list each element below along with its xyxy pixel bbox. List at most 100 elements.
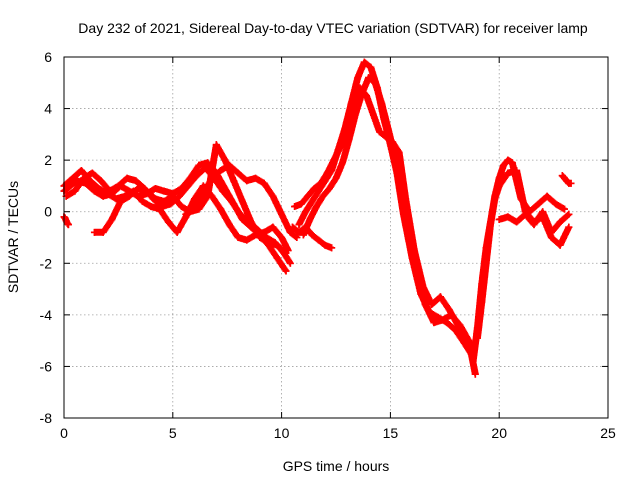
data-point bbox=[260, 228, 268, 236]
data-point bbox=[521, 210, 529, 218]
y-tick-labels: -8 -6 -4 -2 0 2 4 6 bbox=[40, 49, 53, 426]
series-track-g bbox=[299, 74, 479, 378]
data-point bbox=[201, 164, 209, 172]
data-point bbox=[160, 197, 168, 205]
data-point bbox=[204, 192, 212, 200]
data-point bbox=[147, 203, 155, 211]
plot-frame bbox=[63, 56, 609, 419]
data-point bbox=[336, 143, 344, 151]
data-point bbox=[308, 197, 316, 205]
data-point bbox=[167, 200, 175, 208]
y-tick-label: -6 bbox=[40, 358, 53, 374]
grid bbox=[64, 57, 608, 418]
series-track-d bbox=[90, 141, 290, 257]
data-point bbox=[389, 138, 397, 146]
data-point bbox=[402, 195, 410, 203]
data-point bbox=[339, 159, 347, 167]
data-point bbox=[88, 169, 96, 177]
data-point bbox=[151, 195, 159, 203]
data-point bbox=[90, 228, 98, 236]
data-point bbox=[195, 205, 203, 213]
data-point bbox=[367, 63, 375, 71]
x-axis-label: GPS time / hours bbox=[283, 458, 390, 474]
series-track-e bbox=[182, 161, 301, 241]
data-point bbox=[384, 125, 392, 133]
data-point bbox=[199, 190, 207, 198]
data-point bbox=[160, 187, 168, 195]
data-point bbox=[491, 195, 499, 203]
data-point bbox=[269, 192, 277, 200]
data-point bbox=[306, 215, 314, 223]
data-point bbox=[112, 195, 120, 203]
data-point bbox=[378, 99, 386, 107]
data-point bbox=[295, 228, 303, 236]
data-point bbox=[256, 234, 264, 241]
data-point bbox=[265, 239, 273, 247]
data-point bbox=[278, 234, 286, 241]
data-point bbox=[193, 172, 201, 180]
data-point bbox=[421, 301, 429, 309]
data-point bbox=[365, 74, 373, 82]
series-track-n bbox=[60, 213, 72, 229]
data-point bbox=[469, 357, 477, 365]
data-point bbox=[395, 148, 403, 156]
data-point bbox=[95, 185, 103, 193]
data-point bbox=[299, 231, 307, 239]
data-point bbox=[208, 174, 216, 182]
data-point bbox=[143, 187, 151, 195]
data-point bbox=[482, 259, 490, 267]
data-point bbox=[138, 197, 146, 205]
marker-trail bbox=[291, 84, 471, 350]
data-point bbox=[164, 218, 172, 226]
data-point bbox=[182, 210, 190, 218]
data-point bbox=[371, 79, 379, 87]
data-point bbox=[238, 197, 246, 205]
data-point bbox=[319, 192, 327, 200]
data-point bbox=[286, 259, 294, 267]
x-tick-label: 0 bbox=[60, 425, 68, 441]
data-point bbox=[445, 306, 453, 314]
data-point bbox=[295, 221, 303, 229]
data-point bbox=[486, 221, 494, 229]
data-point bbox=[228, 197, 236, 205]
data-point bbox=[86, 177, 94, 185]
data-point bbox=[225, 221, 233, 229]
data-point bbox=[565, 210, 573, 218]
data-point bbox=[293, 234, 301, 241]
data-point bbox=[125, 192, 133, 200]
y-tick-label: 4 bbox=[44, 101, 52, 117]
data-point bbox=[495, 182, 503, 190]
data-point bbox=[302, 208, 310, 216]
series-track-k bbox=[473, 166, 573, 342]
data-point bbox=[321, 241, 329, 249]
x-tick-label: 15 bbox=[383, 425, 399, 441]
series-track-l bbox=[495, 208, 573, 236]
data-point bbox=[225, 161, 233, 169]
data-point bbox=[504, 156, 512, 164]
data-point bbox=[221, 156, 229, 164]
data-point bbox=[151, 185, 159, 193]
marker-trail bbox=[473, 167, 573, 342]
data-point bbox=[175, 192, 183, 200]
data-point bbox=[332, 174, 340, 182]
data-point bbox=[77, 166, 85, 174]
data-point bbox=[212, 141, 220, 149]
data-point bbox=[273, 254, 281, 262]
data-point bbox=[234, 169, 242, 177]
chart-title: Day 232 of 2021, Sidereal Day-to-day VTE… bbox=[78, 20, 588, 36]
data-point bbox=[195, 161, 203, 169]
y-tick-label: 0 bbox=[44, 204, 52, 220]
marker-trail bbox=[299, 74, 479, 378]
data-point bbox=[273, 241, 281, 249]
data-point bbox=[169, 192, 177, 200]
data-point bbox=[269, 223, 277, 231]
data-point bbox=[556, 218, 564, 226]
data-point bbox=[108, 215, 116, 223]
data-point bbox=[230, 177, 238, 185]
data-point bbox=[547, 228, 555, 236]
series-track-m bbox=[558, 172, 575, 187]
y-tick-label: -8 bbox=[40, 410, 53, 426]
data-point bbox=[317, 179, 325, 187]
data-point bbox=[291, 203, 299, 211]
data-point bbox=[539, 208, 547, 216]
